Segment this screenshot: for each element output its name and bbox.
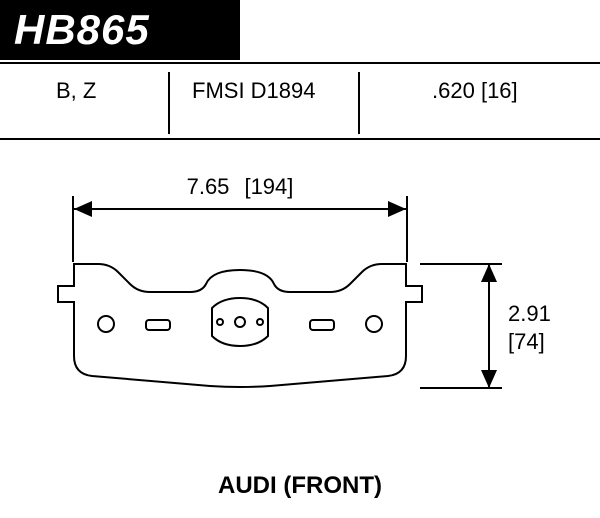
thickness-in: .620 bbox=[432, 78, 475, 103]
spec-thickness: .620 [16] bbox=[432, 78, 518, 104]
arrow-right-icon bbox=[388, 201, 406, 217]
width-in: 7.65 bbox=[187, 174, 230, 199]
height-mm: [74] bbox=[508, 328, 551, 356]
spec-row: B, Z FMSI D1894 .620 [16] bbox=[0, 78, 600, 142]
divider-bottom bbox=[0, 138, 600, 140]
spec-divider-1 bbox=[168, 72, 170, 134]
application-label: AUDI (FRONT) bbox=[0, 472, 600, 500]
width-dim-line bbox=[74, 208, 406, 210]
header-bar: HB865 bbox=[0, 0, 240, 60]
brake-pad-outline bbox=[50, 244, 430, 404]
part-number: HB865 bbox=[14, 6, 150, 54]
width-dimension-label: 7.65 [194] bbox=[74, 174, 406, 200]
thickness-mm: [16] bbox=[481, 78, 518, 103]
spec-compounds: B, Z bbox=[56, 78, 96, 104]
width-mm: [194] bbox=[244, 174, 293, 199]
spec-fmsi: FMSI D1894 bbox=[192, 78, 316, 104]
arrow-down-icon bbox=[481, 370, 497, 388]
height-dimension-label: 2.91 [74] bbox=[508, 300, 551, 355]
divider-top bbox=[0, 62, 600, 64]
arrow-left-icon bbox=[74, 201, 92, 217]
diagram-area: 7.65 [194] 2.91 [74] bbox=[0, 150, 600, 460]
arrow-up-icon bbox=[481, 264, 497, 282]
height-in: 2.91 bbox=[508, 300, 551, 328]
spec-divider-2 bbox=[358, 72, 360, 134]
